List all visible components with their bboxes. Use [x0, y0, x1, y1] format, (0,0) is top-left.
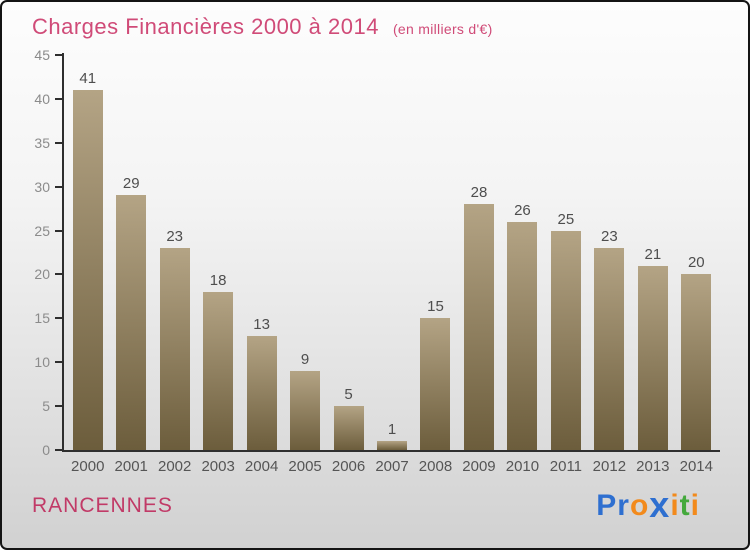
bar: 41: [72, 70, 103, 450]
bar-value-label: 29: [122, 175, 140, 193]
bar-value-label: 23: [166, 228, 184, 246]
bar-value-label: 9: [300, 351, 310, 368]
bar-slot: 23 2002: [153, 55, 196, 475]
bar: 18: [203, 272, 234, 450]
y-axis-line: [62, 53, 64, 450]
proxiti-logo-letter: r: [617, 489, 630, 522]
bar-value-label: 1: [387, 421, 397, 439]
bar-slot: 28 2009: [457, 55, 500, 475]
bar-slot: 15 2008: [414, 55, 457, 475]
bar: 9: [290, 351, 321, 450]
bar: 1: [377, 421, 408, 450]
proxiti-logo-letter: i: [670, 489, 680, 522]
x-tick-label: 2011: [549, 458, 583, 475]
proxiti-logo[interactable]: Proxiti: [596, 484, 700, 525]
bar-value-label: 5: [344, 386, 353, 404]
bar-chart-plot-area: 0 5 10 15 20 25 30 35 40 45 41 2000 29 2001 23 2002 18 2…: [34, 47, 720, 475]
bar-value-label: 25: [557, 210, 575, 228]
y-tick-label: 40: [34, 90, 50, 107]
bar-slot: 9 2005: [283, 55, 326, 475]
y-tick-label: 45: [34, 47, 50, 63]
bar-slot: 21 2013: [631, 55, 674, 475]
y-tick-mark: [55, 317, 62, 320]
bar: 20: [681, 254, 712, 450]
bar-value-label: 21: [644, 245, 662, 263]
bar-value-label: 20: [687, 254, 705, 272]
y-tick-mark: [55, 449, 62, 451]
bar: 15: [420, 298, 451, 450]
y-tick-label: 35: [34, 134, 50, 151]
y-tick-label: 20: [34, 266, 50, 283]
bar: 21: [637, 246, 668, 450]
proxiti-logo-letter: P: [596, 489, 618, 522]
x-tick-label: 2002: [157, 458, 192, 475]
x-axis-line: [62, 450, 720, 452]
bar-slot: 1 2007: [370, 55, 413, 475]
x-tick-label: 2001: [114, 458, 148, 475]
x-tick-label: 2007: [375, 458, 409, 475]
x-tick-label: 2008: [418, 458, 453, 475]
x-tick-label: 2005: [288, 458, 322, 475]
bar-value-label: 28: [470, 184, 488, 202]
bar-slot: 26 2010: [501, 55, 544, 475]
bar-slot: 41 2000: [66, 55, 109, 475]
y-tick-mark: [55, 141, 62, 144]
bar-slot: 20 2014: [675, 55, 718, 475]
x-tick-label: 2012: [592, 458, 627, 475]
y-tick-label: 10: [34, 354, 50, 371]
x-tick-label: 2010: [505, 458, 540, 475]
chart-subtitle: (en milliers d'€): [392, 21, 493, 37]
proxiti-logo-letter: i: [690, 489, 700, 522]
bar: 23: [159, 228, 190, 450]
y-tick-label: 30: [34, 178, 50, 195]
bar-value-label: 23: [601, 228, 618, 246]
bar: 23: [594, 228, 625, 450]
x-tick-label: 2000: [71, 458, 105, 475]
x-tick-label: 2013: [636, 458, 670, 475]
y-tick-mark: [55, 229, 62, 232]
bar: 26: [507, 202, 538, 450]
proxiti-logo-letter: t: [679, 489, 691, 522]
chart-title: Charges Financières 2000 à 2014: [32, 14, 379, 39]
bar: 25: [550, 211, 581, 450]
bar-series: 41 2000 29 2001 23 2002 18 2003 13 2004 9 2005 5 2006…: [66, 55, 718, 475]
x-tick-label: 2004: [244, 458, 279, 475]
bar-slot: 5 2006: [327, 55, 370, 475]
y-tick-label: 15: [34, 310, 50, 327]
bar-slot: 23 2012: [588, 55, 631, 475]
y-tick-label: 0: [42, 442, 50, 458]
y-tick-label: 25: [34, 222, 50, 239]
location-label: RANCENNES: [32, 494, 173, 517]
x-tick-label: 2014: [679, 458, 713, 475]
bar-slot: 13 2004: [240, 55, 283, 475]
proxiti-logo-letter: o: [629, 489, 650, 522]
bar-value-label: 15: [427, 298, 444, 316]
bar: 29: [116, 175, 147, 450]
chart-header: Charges Financières 2000 à 2014 (en mill…: [32, 14, 493, 40]
bar: 28: [463, 184, 494, 450]
x-tick-label: 2006: [331, 458, 366, 475]
proxiti-logo-letter: x: [649, 484, 671, 525]
x-tick-label: 2003: [201, 458, 235, 475]
y-tick-mark: [55, 185, 62, 188]
bar-slot: 25 2011: [544, 55, 587, 475]
bar-value-label: 18: [209, 272, 227, 289]
y-tick-mark: [55, 361, 62, 364]
bar-slot: 18 2003: [196, 55, 239, 475]
x-tick-label: 2009: [462, 458, 496, 475]
bar-value-label: 13: [253, 315, 270, 333]
bar-value-label: 41: [79, 70, 97, 88]
y-tick-label: 5: [42, 398, 50, 415]
bar: 13: [246, 316, 277, 450]
y-tick-mark: [55, 273, 62, 276]
y-tick-mark: [55, 54, 62, 56]
bar-slot: 29 2001: [109, 55, 152, 475]
bar-value-label: 26: [514, 201, 531, 219]
bar: 5: [333, 386, 364, 450]
y-tick-mark: [55, 405, 62, 408]
y-tick-mark: [55, 97, 62, 100]
